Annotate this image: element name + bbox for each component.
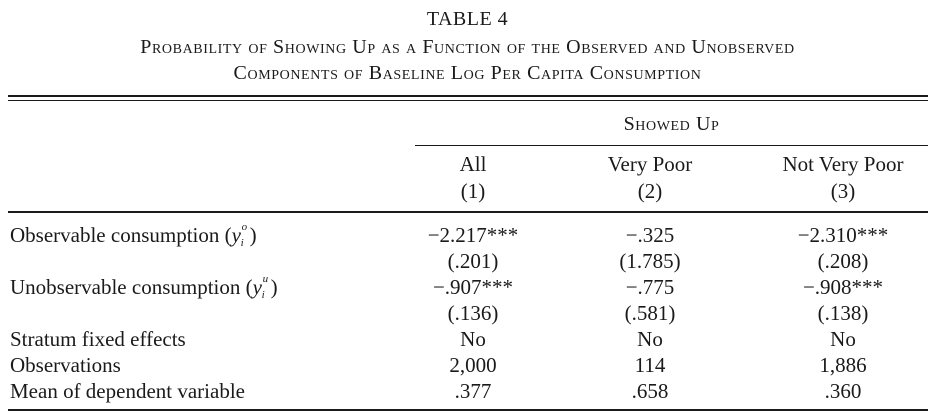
unobservable-se-3: (.138)	[817, 301, 869, 325]
stratum-value-3: No	[830, 327, 856, 351]
column-header-1: All	[459, 152, 487, 176]
row-label-observable: Observable consumption (y o i)	[10, 221, 257, 249]
observable-value-3: −2.310***	[797, 223, 889, 247]
row-label-unobservable-text: Unobservable consumption	[10, 275, 241, 299]
table-title: TABLE 4	[426, 8, 509, 30]
column-number-2: (2)	[637, 179, 663, 203]
row-label-unobservable: Unobservable consumption (y u i)	[10, 273, 278, 301]
row-label-observable-text: Observable consumption	[10, 223, 220, 247]
unobservable-symbol-letter: y	[252, 275, 262, 299]
unobservable-symbol-superscript: u	[262, 273, 269, 285]
mean-value-3: .360	[824, 379, 862, 403]
observations-value-2: 114	[634, 353, 666, 377]
observable-se-1: (.201)	[447, 249, 499, 273]
unobservable-se-2: (.581)	[624, 301, 676, 325]
stratum-value-1: No	[460, 327, 486, 351]
observable-symbol-superscript: o	[241, 221, 248, 233]
observations-value-3: 1,886	[819, 353, 867, 377]
unobservable-value-3: −.908***	[802, 275, 884, 299]
column-header-3: Not Very Poor	[782, 152, 904, 176]
observable-se-2: (1.785)	[619, 249, 681, 273]
row-label-stratum: Stratum fixed effects	[10, 327, 186, 351]
top-rule-thick	[8, 95, 928, 97]
bottom-rule	[8, 409, 928, 411]
observable-symbol-subscript: i	[240, 237, 244, 249]
table-caption-line-2: Components of Baseline Log Per Capita Co…	[233, 62, 702, 84]
observable-value-2: −.325	[625, 223, 675, 247]
observable-value-1: −2.217***	[427, 223, 519, 247]
unobservable-se-1: (.136)	[447, 301, 499, 325]
column-number-1: (1)	[460, 179, 486, 203]
spanner-rule	[415, 145, 928, 146]
mean-value-2: .658	[631, 379, 669, 403]
unobservable-value-1: −.907***	[432, 275, 514, 299]
table-caption-line-1: Probability of Showing Up as a Function …	[140, 36, 795, 58]
column-spanner: Showed Up	[623, 113, 720, 135]
stratum-value-2: No	[637, 327, 663, 351]
column-number-3: (3)	[830, 179, 856, 203]
top-rule-thin	[8, 100, 928, 101]
observable-se-3: (.208)	[817, 249, 869, 273]
unobservable-symbol-subscript: i	[261, 289, 265, 301]
header-rule	[8, 211, 928, 213]
column-header-2: Very Poor	[607, 152, 693, 176]
row-label-observations: Observations	[10, 353, 121, 377]
row-label-mean: Mean of dependent variable	[10, 379, 245, 403]
observations-value-1: 2,000	[449, 353, 497, 377]
mean-value-1: .377	[454, 379, 492, 403]
observable-symbol-letter: y	[231, 223, 241, 247]
unobservable-value-2: −.775	[625, 275, 675, 299]
